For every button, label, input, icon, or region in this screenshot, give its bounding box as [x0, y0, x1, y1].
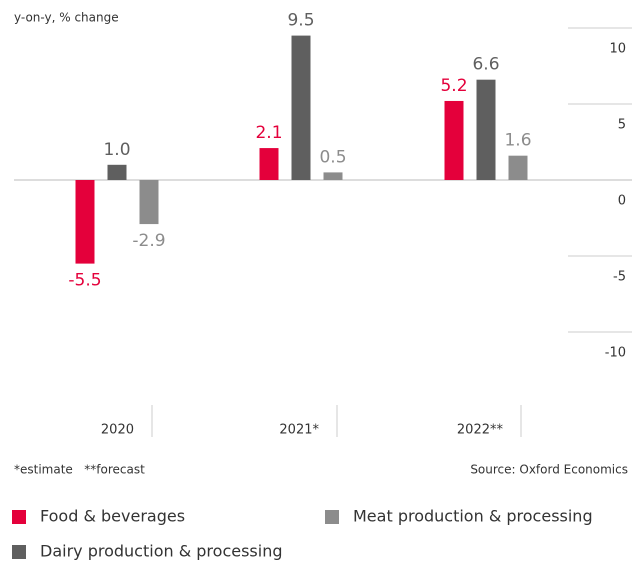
- bar: [323, 172, 343, 180]
- y-axis-label: y-on-y, % change: [14, 11, 119, 25]
- value-label: -5.5: [68, 271, 101, 291]
- y-tick-label: 10: [609, 42, 626, 57]
- x-tick-label: 2020: [101, 423, 134, 438]
- x-tick-label: 2021*: [279, 423, 319, 438]
- legend-swatch: [12, 510, 26, 524]
- y-tick-label: 5: [618, 118, 626, 133]
- legend-label: Meat production & processing: [353, 507, 593, 526]
- y-tick-label: -10: [605, 346, 626, 361]
- bar: [259, 148, 279, 180]
- legend-label: Food & beverages: [40, 507, 185, 526]
- bar: [476, 79, 496, 180]
- y-tick-label: -5: [613, 270, 626, 285]
- bar: [291, 35, 311, 180]
- y-tick-label: 0: [618, 194, 626, 209]
- legend-swatch: [325, 510, 339, 524]
- note: *estimate **forecast: [14, 463, 145, 477]
- legend-label: Dairy production & processing: [40, 542, 283, 561]
- value-label: 5.2: [440, 76, 467, 96]
- value-label: 0.5: [319, 147, 346, 167]
- value-label: 1.0: [103, 140, 130, 160]
- source: Source: Oxford Economics: [470, 463, 628, 477]
- value-label: 6.6: [472, 55, 499, 75]
- bar: [139, 180, 159, 225]
- value-label: -2.9: [132, 231, 165, 251]
- value-label: 9.5: [287, 11, 314, 31]
- value-label: 2.1: [255, 123, 282, 143]
- legend-swatch: [12, 545, 26, 559]
- bar: [444, 100, 464, 180]
- bar: [508, 155, 528, 180]
- x-tick-label: 2022**: [457, 423, 504, 438]
- bar: [75, 180, 95, 264]
- bar: [107, 164, 127, 180]
- value-label: 1.6: [504, 131, 531, 151]
